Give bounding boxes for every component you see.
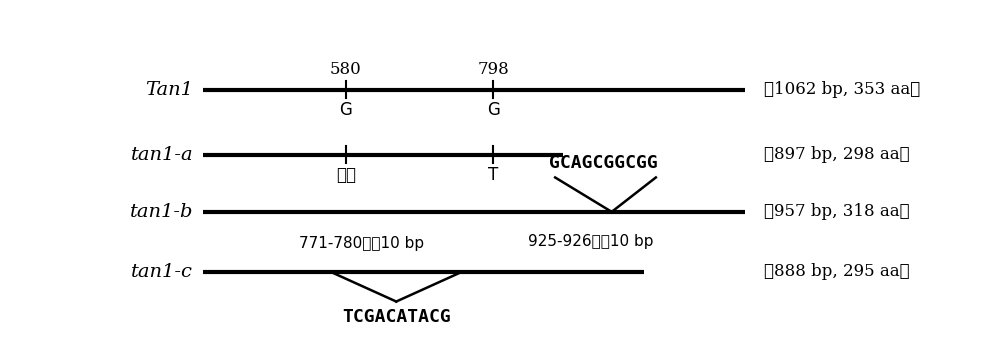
Text: 925-926插入10 bp: 925-926插入10 bp (528, 234, 654, 249)
Text: GCAGCGGCGG: GCAGCGGCGG (549, 154, 658, 173)
Text: （957 bp, 318 aa）: （957 bp, 318 aa） (764, 203, 910, 220)
Text: （897 bp, 298 aa）: （897 bp, 298 aa） (764, 146, 910, 163)
Text: 580: 580 (330, 61, 362, 78)
Text: tan1-c: tan1-c (131, 263, 193, 281)
Text: （888 bp, 295 aa）: （888 bp, 295 aa） (764, 263, 910, 280)
Text: tan1-a: tan1-a (131, 146, 193, 163)
Text: G: G (487, 101, 500, 119)
Text: （1062 bp, 353 aa）: （1062 bp, 353 aa） (764, 81, 921, 98)
Text: Tan1: Tan1 (145, 80, 193, 99)
Text: 771-780缺入10 bp: 771-780缺入10 bp (299, 236, 424, 252)
Text: 缺失: 缺失 (336, 166, 356, 184)
Text: 798: 798 (477, 61, 509, 78)
Text: tan1-b: tan1-b (130, 203, 193, 221)
Text: TCGACATACG: TCGACATACG (342, 308, 451, 326)
Text: T: T (488, 166, 498, 184)
Text: G: G (339, 101, 352, 119)
